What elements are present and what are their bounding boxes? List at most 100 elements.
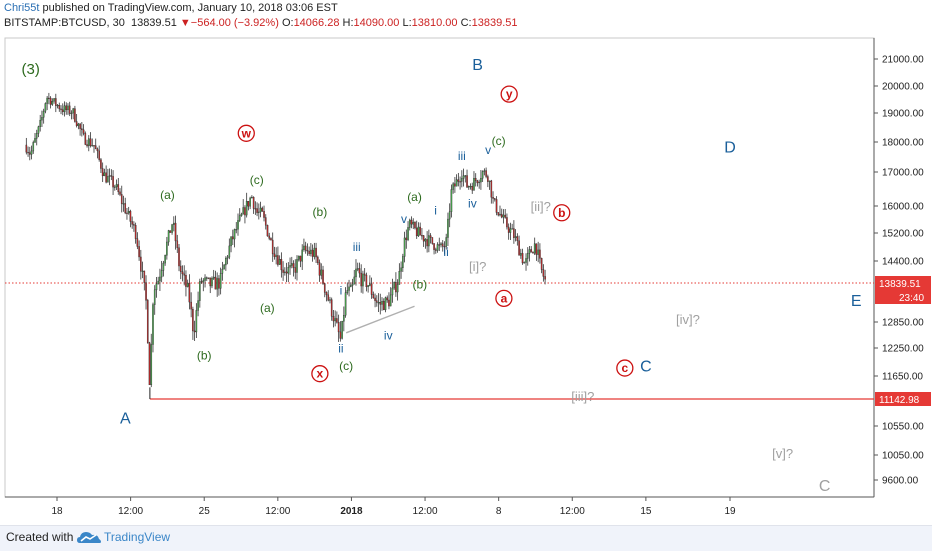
down-arrow-icon: ▼ <box>179 17 191 29</box>
wave-label: ii <box>338 342 343 356</box>
candle-body <box>202 280 205 283</box>
candle-body <box>516 236 519 241</box>
candle-body <box>438 244 441 246</box>
candle-body <box>186 283 189 287</box>
candle-body <box>317 256 319 263</box>
wave-label: x <box>317 367 324 381</box>
candle-body <box>459 181 461 183</box>
candle-body <box>375 300 378 303</box>
candle-body <box>53 98 55 102</box>
tradingview-cloud-logo-icon[interactable] <box>76 529 102 547</box>
y-tick-label: 11650.00 <box>882 372 923 383</box>
candle-body <box>91 145 94 147</box>
candle-body <box>143 270 146 283</box>
candle-body <box>348 286 350 291</box>
candle-body <box>56 104 59 107</box>
y-tick-label: 21000.00 <box>882 55 924 66</box>
candle-body <box>464 175 467 177</box>
candle-body <box>103 172 106 177</box>
candle-body <box>290 263 293 266</box>
candle-body <box>145 282 147 301</box>
candle-body <box>72 108 74 114</box>
candle-body <box>445 237 448 247</box>
last-price-badge <box>875 276 931 290</box>
wave-label: D <box>724 140 736 157</box>
candle-body <box>488 180 491 182</box>
wave-label: y <box>506 87 513 101</box>
candle-body <box>339 331 342 339</box>
candle-body <box>455 179 458 187</box>
candle-body <box>450 189 453 212</box>
candle-body <box>382 301 385 311</box>
candle-body <box>320 269 323 276</box>
candle-body <box>310 249 312 254</box>
y-tick-label: 9600.00 <box>882 476 919 487</box>
candle-body <box>367 285 369 288</box>
candle-body <box>275 255 277 257</box>
price-chart[interactable]: 9600.00 10050.00 10550.00 11650.00 12250.00 1… <box>0 0 932 525</box>
candle-body <box>521 253 524 264</box>
candle-body <box>526 252 529 259</box>
candle-body <box>403 237 406 257</box>
candle-body <box>162 262 165 271</box>
candle-body <box>48 97 50 100</box>
wave-label: (c) <box>250 173 264 187</box>
candle-body <box>323 283 326 293</box>
y-tick-label: 19000.00 <box>882 109 924 120</box>
candle-body <box>440 243 442 246</box>
candle-body <box>322 269 324 284</box>
candle-body <box>270 238 272 241</box>
candle-body <box>402 256 404 269</box>
candle-body <box>492 196 494 199</box>
candle-body <box>27 151 29 154</box>
candle-body <box>278 259 281 265</box>
candle-body <box>193 330 196 333</box>
candle-body <box>473 177 475 191</box>
candle-body <box>360 272 362 287</box>
candle-body <box>252 196 255 209</box>
close-label: C: <box>460 17 472 29</box>
candle-body <box>96 148 99 152</box>
x-tick-label: 2018 <box>340 506 363 517</box>
wave-label: ii <box>443 245 448 259</box>
x-tick-label: 12:00 <box>413 506 438 517</box>
wave-label: B <box>472 57 483 74</box>
candle-body <box>233 229 236 240</box>
candle-body <box>39 119 42 127</box>
candle-body <box>119 191 121 195</box>
candle-body <box>115 184 118 188</box>
candle-body <box>388 299 390 307</box>
candle-body <box>481 171 484 179</box>
candle-body <box>254 208 257 210</box>
candle-body <box>466 175 468 188</box>
candle-body <box>134 225 137 239</box>
y-tick-label: 10550.00 <box>882 422 924 433</box>
candle-body <box>89 138 92 146</box>
candle-body <box>256 208 258 213</box>
candle-body <box>417 226 420 237</box>
wave-label: C <box>640 358 652 375</box>
candle-body <box>263 211 265 218</box>
candle-body <box>499 213 501 216</box>
candle-body <box>228 245 231 258</box>
author-name[interactable]: Chri55t <box>4 2 40 14</box>
wave-label: iv <box>468 197 477 211</box>
candle-body <box>533 243 536 254</box>
candle-body <box>100 159 102 169</box>
candle-body <box>386 297 389 301</box>
candle-body <box>204 277 206 281</box>
candle-body <box>25 144 28 153</box>
candle-body <box>346 290 349 293</box>
wave-label-circle <box>237 124 255 142</box>
tradingview-link[interactable]: TradingView <box>104 530 171 544</box>
candle-body <box>94 145 97 150</box>
wave-label: i <box>340 283 343 297</box>
candle-body <box>172 222 175 225</box>
candle-body <box>410 219 413 225</box>
candle-body <box>87 138 90 147</box>
publish-text: published on TradingView.com, January 10… <box>42 2 338 14</box>
candle-body <box>337 321 340 333</box>
candle-body <box>181 271 184 275</box>
candle-body <box>195 310 198 333</box>
candle-body <box>530 249 533 253</box>
